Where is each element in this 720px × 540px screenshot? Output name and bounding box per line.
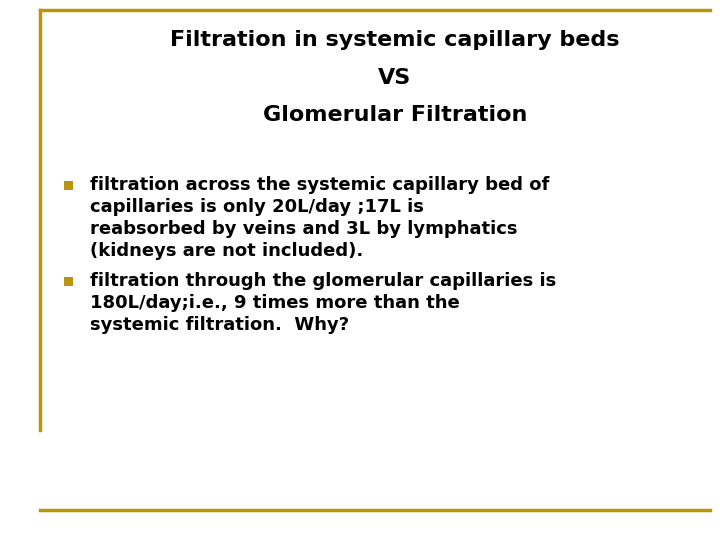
Text: VS: VS [379, 68, 412, 88]
Text: 180L/day;i.e., 9 times more than the: 180L/day;i.e., 9 times more than the [90, 294, 460, 312]
Text: (kidneys are not included).: (kidneys are not included). [90, 242, 364, 260]
Text: Glomerular Filtration: Glomerular Filtration [263, 105, 527, 125]
Text: capillaries is only 20L/day ;17L is: capillaries is only 20L/day ;17L is [90, 198, 424, 216]
Text: filtration through the glomerular capillaries is: filtration through the glomerular capill… [90, 272, 557, 290]
Text: filtration across the systemic capillary bed of: filtration across the systemic capillary… [90, 176, 549, 194]
Bar [63, 276, 73, 286]
Bar [63, 180, 73, 190]
Text: Filtration in systemic capillary beds: Filtration in systemic capillary beds [170, 30, 620, 50]
Text: systemic filtration.  Why?: systemic filtration. Why? [90, 316, 349, 334]
Text: reabsorbed by veins and 3L by lymphatics: reabsorbed by veins and 3L by lymphatics [90, 220, 518, 238]
